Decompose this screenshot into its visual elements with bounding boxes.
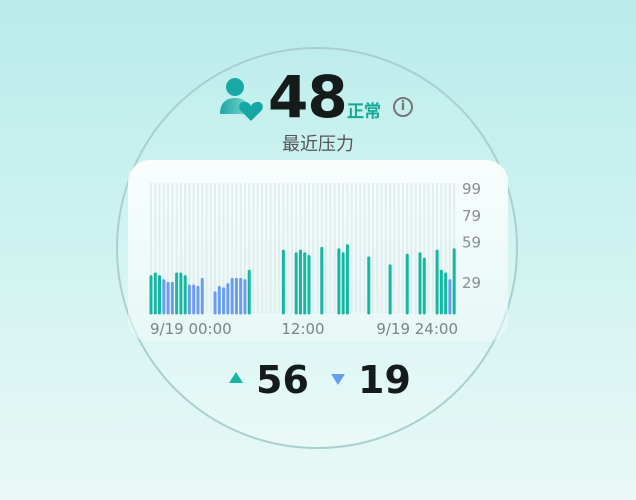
stress-status: 正常	[347, 102, 381, 122]
stress-value: 48	[268, 63, 348, 131]
x-tick-label: 12:00	[281, 320, 324, 338]
y-tick-label: 79	[462, 207, 481, 225]
stress-label: 最近压力	[282, 134, 354, 155]
person-heart-icon	[220, 78, 263, 121]
min-triangle-icon	[331, 374, 345, 385]
min-value: 19	[358, 358, 411, 402]
x-tick-label: 9/19 00:00	[150, 320, 232, 338]
max-triangle-icon	[229, 372, 243, 383]
y-tick-label: 29	[462, 274, 481, 292]
x-tick-label: 9/19 24:00	[376, 320, 458, 338]
y-tick-label: 99	[462, 180, 481, 198]
y-tick-label: 59	[462, 234, 481, 252]
max-value: 56	[256, 358, 309, 402]
info-icon[interactable]: i	[393, 97, 413, 117]
